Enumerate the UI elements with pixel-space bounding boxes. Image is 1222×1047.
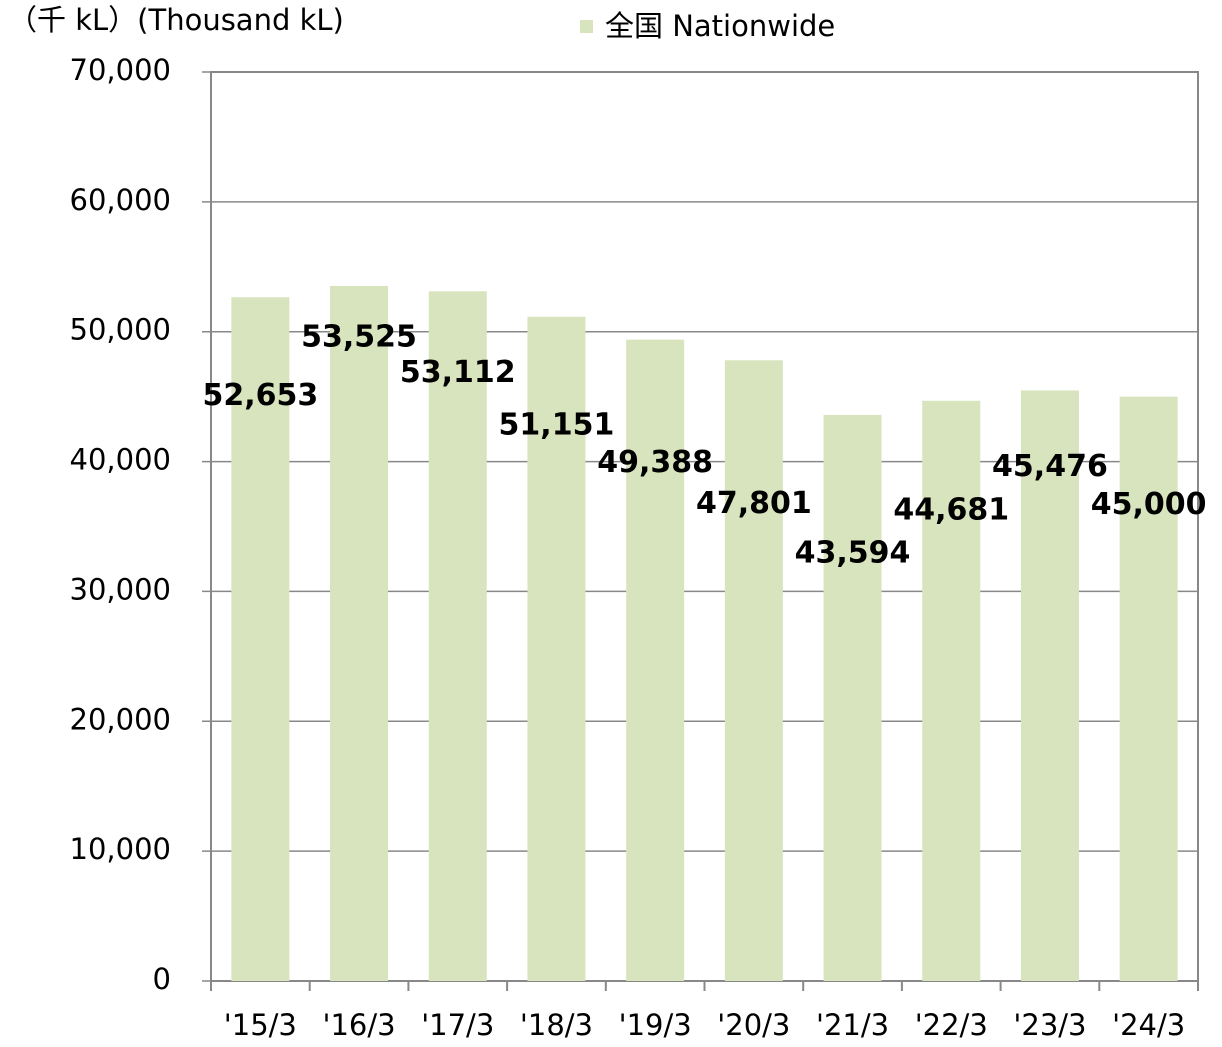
x-tick-label: '24/3 <box>1112 1008 1185 1042</box>
data-label: 47,801 <box>696 486 812 521</box>
data-label: 43,594 <box>795 535 911 570</box>
bar <box>1119 396 1178 982</box>
y-axis-label: （千 kL）(Thousand kL) <box>8 3 344 37</box>
bar <box>626 339 685 982</box>
y-tick-label: 10,000 <box>70 832 171 866</box>
bar <box>823 414 882 981</box>
x-tick-label: '17/3 <box>421 1008 494 1042</box>
data-label: 45,476 <box>992 449 1108 484</box>
bar <box>1020 390 1079 981</box>
y-tick-label: 0 <box>153 962 171 996</box>
bar <box>922 400 981 982</box>
data-label: 49,388 <box>597 445 713 480</box>
legend-label: 全国 Nationwide <box>605 9 835 43</box>
bar <box>330 285 389 981</box>
x-tick-label: '19/3 <box>619 1008 692 1042</box>
data-label: 52,653 <box>202 378 318 413</box>
bar <box>724 360 783 981</box>
y-tick-label: 20,000 <box>70 702 171 736</box>
x-tick-label: '20/3 <box>717 1008 790 1042</box>
legend-swatch <box>580 20 593 33</box>
x-tick-label: '22/3 <box>915 1008 988 1042</box>
x-tick-label: '16/3 <box>322 1008 395 1042</box>
y-tick-label: 40,000 <box>70 443 171 477</box>
y-tick-label: 70,000 <box>70 53 171 87</box>
data-label: 51,151 <box>499 407 615 442</box>
data-label: 45,000 <box>1091 487 1207 522</box>
bar <box>231 297 290 981</box>
y-tick-label: 50,000 <box>70 313 171 347</box>
data-label: 44,681 <box>893 492 1009 527</box>
y-tick-label: 60,000 <box>70 183 171 217</box>
x-tick-label: '15/3 <box>224 1008 297 1042</box>
bar <box>527 316 586 982</box>
x-tick-label: '23/3 <box>1013 1008 1086 1042</box>
x-tick-label: '21/3 <box>816 1008 889 1042</box>
y-tick-label: 30,000 <box>70 572 171 606</box>
bar <box>428 291 487 981</box>
x-tick-label: '18/3 <box>520 1008 593 1042</box>
data-label: 53,112 <box>400 355 516 390</box>
data-label: 53,525 <box>301 319 417 354</box>
